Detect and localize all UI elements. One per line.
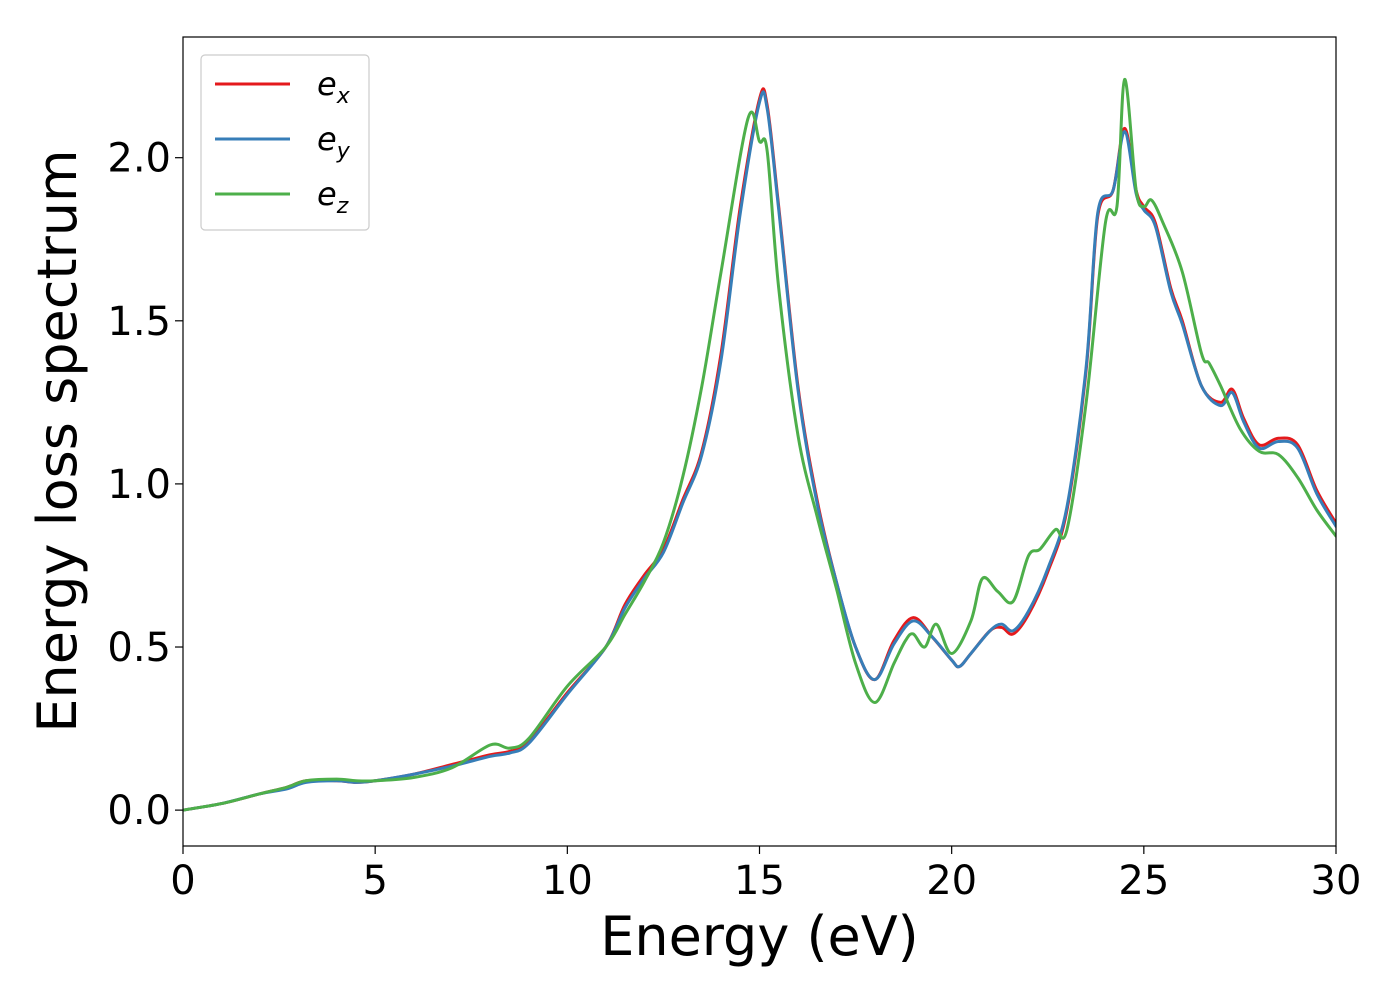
legend-label-e-y: ey	[317, 120, 351, 164]
x-tick-label: 10	[542, 858, 593, 904]
y-tick-label: 2.0	[107, 136, 171, 182]
y-tick-label: 0.5	[107, 625, 171, 671]
series-line-e-z	[183, 77, 1336, 812]
y-tick-label: 1.0	[107, 462, 171, 508]
y-tick-label: 0.0	[107, 788, 171, 834]
x-axis-label: Energy (eV)	[600, 905, 919, 968]
series-line-e-y	[183, 90, 1336, 812]
x-tick-label: 5	[362, 858, 387, 904]
plot-background	[183, 37, 1336, 846]
legend: ex ey ez	[200, 54, 370, 231]
legend-label-e-z: ez	[317, 175, 349, 219]
x-tick-label: 20	[926, 858, 977, 904]
y-axis-label: Energy loss spectrum	[26, 149, 89, 732]
x-tick-label: 15	[734, 858, 785, 904]
x-tick-label: 25	[1118, 858, 1169, 904]
legend-label-e-x: ex	[317, 65, 351, 109]
series-layer	[183, 77, 1336, 812]
x-tick-label: 0	[170, 858, 195, 904]
y-tick-label: 1.5	[107, 299, 171, 345]
legend-box	[200, 54, 370, 231]
y-axis-ticks: 0.0 0.5 1.0 1.5 2.0	[107, 136, 183, 834]
x-tick-label: 30	[1311, 858, 1362, 904]
x-axis-ticks: 0 5 10 15 20 25 30	[170, 846, 1361, 904]
